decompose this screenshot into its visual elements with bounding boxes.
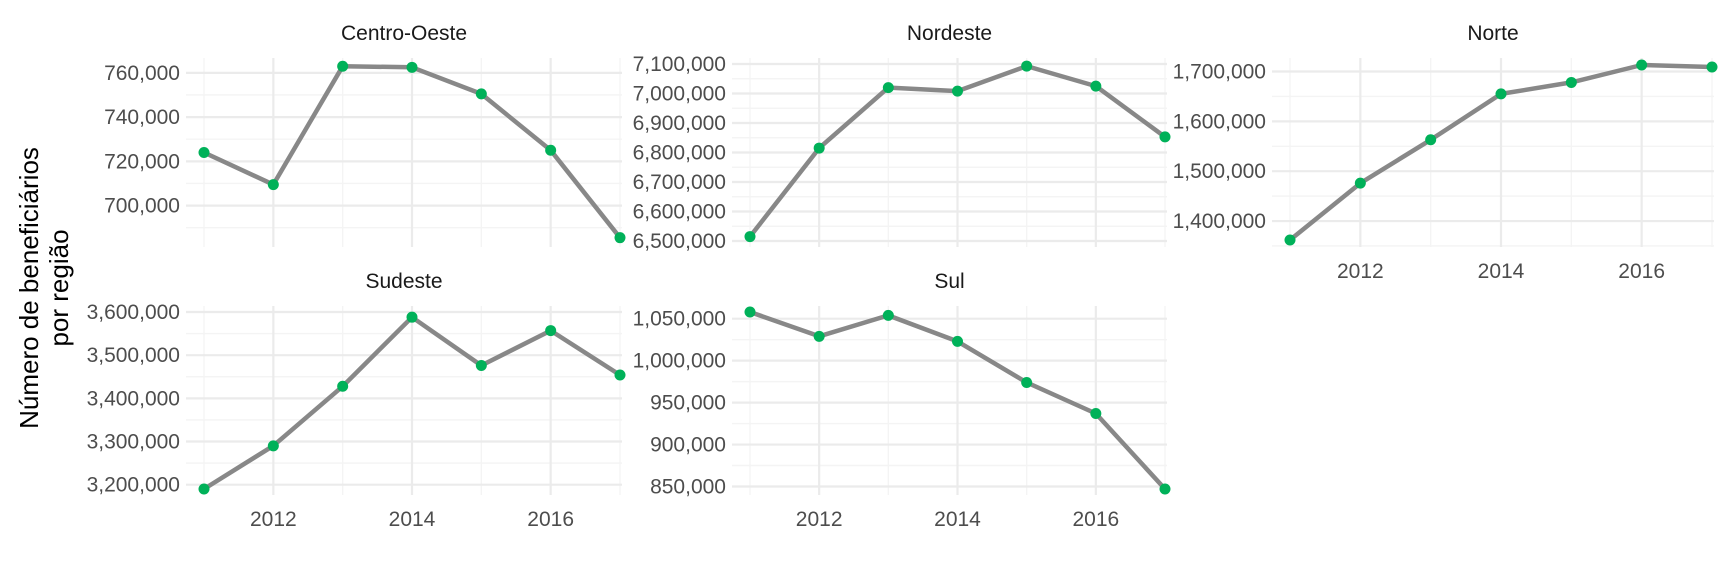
data-point [952,85,963,97]
x-tick-label: 2012 [796,508,843,531]
data-point [882,82,894,94]
data-point [475,360,487,372]
y-tick-label: 900,000 [650,434,726,457]
data-point [1284,234,1296,246]
panel-title: Norte [1467,22,1518,45]
data-point [198,147,210,158]
data-point [882,309,894,321]
data-point [813,142,825,154]
y-tick-label: 3,200,000 [87,474,180,497]
x-tick-label: 2012 [250,508,297,531]
x-tick-label: 2016 [1618,260,1665,283]
x-tick-label: 2014 [389,508,436,531]
data-point [1021,60,1033,72]
data-point [1706,61,1718,73]
y-tick-label: 6,500,000 [633,230,726,253]
data-point [952,335,963,347]
x-tick-label: 2016 [527,508,574,531]
data-point [614,369,626,381]
data-point [614,232,626,244]
y-tick-label: 1,050,000 [633,308,726,331]
y-tick-label: 7,100,000 [633,53,726,76]
data-point [1636,59,1648,71]
data-point [1090,408,1102,420]
data-point [545,325,557,337]
data-point [1495,88,1507,100]
data-point [744,231,756,243]
panel-title: Centro-Oeste [341,22,467,45]
data-point [1090,80,1102,92]
data-point [1159,483,1171,495]
data-point [267,440,279,452]
x-tick-label: 2014 [1478,260,1525,283]
y-tick-label: 7,000,000 [633,83,726,106]
y-tick-label: 6,900,000 [633,112,726,135]
x-tick-label: 2012 [1337,260,1384,283]
x-tick-label: 2014 [934,508,981,531]
x-tick-label: 2016 [1072,508,1119,531]
y-tick-label: 1,700,000 [1173,60,1266,83]
y-tick-label: 1,500,000 [1173,160,1266,183]
data-point [1159,131,1171,143]
y-tick-label: 1,400,000 [1173,210,1266,233]
y-tick-label: 3,600,000 [87,301,180,324]
y-tick-label: 740,000 [104,106,180,129]
y-tick-label: 6,600,000 [633,201,726,224]
data-point [267,179,279,191]
y-tick-label: 6,700,000 [633,171,726,194]
data-point [337,60,349,72]
panel-title: Sudeste [365,270,442,293]
data-point [1354,177,1366,189]
y-tick-label: 760,000 [104,62,180,85]
panel-title: Nordeste [907,22,992,45]
data-point [337,380,349,392]
data-point [475,88,487,100]
y-tick-label: 3,400,000 [87,387,180,410]
y-tick-label: 3,300,000 [87,431,180,454]
data-point [1565,76,1577,88]
y-tick-label: 720,000 [104,150,180,173]
y-tick-label: 950,000 [650,392,726,415]
data-point [1021,376,1033,388]
y-tick-label: 6,800,000 [633,142,726,165]
data-point [406,61,418,73]
data-point [813,330,825,342]
data-point [545,144,557,156]
data-point [406,311,418,323]
y-tick-label: 1,600,000 [1173,110,1266,133]
y-tick-label: 700,000 [104,195,180,218]
panel-title: Sul [934,270,964,293]
data-point [198,483,210,495]
data-point [744,306,756,318]
y-tick-label: 3,500,000 [87,344,180,367]
y-tick-label: 1,000,000 [633,350,726,373]
y-tick-label: 850,000 [650,475,726,498]
data-point [1425,134,1437,146]
